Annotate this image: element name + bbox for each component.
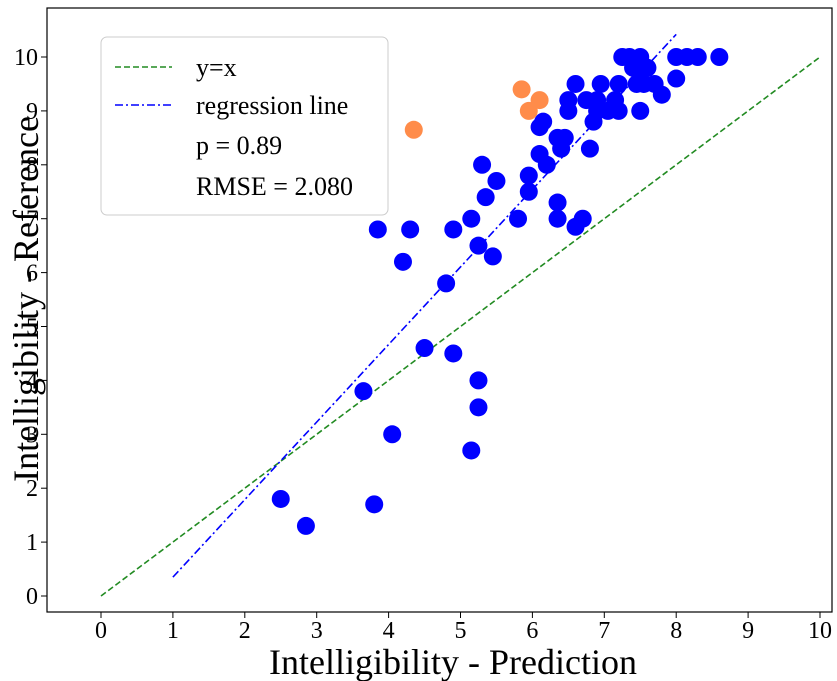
data-point [437,274,456,293]
data-point [271,489,290,508]
y-tick-label: 3 [26,422,38,448]
data-point [548,209,567,228]
legend-correlation-label: p = 0.89 [196,131,282,160]
identity-line [100,56,821,597]
data-point [354,382,373,401]
data-point [415,339,434,358]
legend-yx-label: y=x [196,53,237,82]
y-tick-label: 0 [26,584,38,610]
data-point [688,48,707,66]
point-layer [271,48,729,535]
data-point [667,69,686,88]
x-tick-label: 7 [598,618,610,644]
outlier-point [530,91,549,110]
data-point [591,74,610,93]
legend: y=x regression line p = 0.89 RMSE = 2.08… [100,36,389,216]
data-point [469,371,488,390]
y-tick-label: 6 [26,261,38,287]
data-point [476,188,495,207]
data-point [462,441,481,460]
data-point [365,495,384,514]
x-tick-label: 1 [167,618,179,644]
data-point [368,220,387,239]
data-point [444,220,463,239]
y-tick-label: 8 [26,153,38,179]
x-tick-label: 5 [455,618,467,644]
legend-rmse-label: RMSE = 2.080 [196,172,353,201]
data-point [509,209,528,228]
data-point [631,101,650,120]
legend-box [100,36,389,216]
data-point [548,193,567,212]
data-point [534,112,553,131]
data-point [473,155,492,174]
y-tick-label: 1 [26,530,38,556]
x-tick-label: 8 [670,618,682,644]
y-tick-label: 2 [26,476,38,502]
x-tick-label: 0 [95,618,107,644]
data-point [609,101,628,120]
data-point [573,209,592,228]
data-point [652,85,671,104]
y-tick-label: 10 [14,45,38,71]
x-tick-label: 10 [808,618,832,644]
data-point [296,516,315,535]
x-axis-label: Intelligibility - Prediction [269,642,637,681]
x-tick-label: 4 [383,618,395,644]
legend-regression-label: regression line [196,91,348,120]
y-tick-label: 5 [26,315,38,341]
x-tick-label: 6 [526,618,538,644]
y-axis-label: Intelligibility - Reference [6,116,46,482]
outlier-point [512,80,531,99]
data-point [609,74,628,93]
data-point [401,220,420,239]
data-point [710,48,729,66]
x-tick-label: 9 [742,618,754,644]
x-tick-label: 2 [239,618,251,644]
data-point [566,74,585,93]
data-point [559,91,578,110]
data-point [519,166,538,185]
data-point [462,209,481,228]
data-point [638,58,657,77]
data-point [555,128,574,147]
regression-line [172,33,677,578]
tick-layer: 0 1 2 3 4 5 6 7 8 9 10 0 1 2 3 4 5 6 7 8 9 10 [14,45,832,644]
data-point [519,182,538,201]
y-tick-label: 4 [26,368,38,394]
data-point [483,247,502,266]
x-tick-label: 3 [311,618,323,644]
line-layer [100,33,821,597]
data-point [383,425,402,444]
data-point [580,139,599,158]
data-point [487,171,506,190]
plot-area-frame [46,7,833,613]
y-tick-label: 9 [26,99,38,125]
data-point [469,236,488,255]
outlier-point [404,120,423,139]
data-point [469,398,488,417]
data-point [537,155,556,174]
data-point [393,252,412,271]
y-tick-label: 7 [26,207,38,233]
data-point [444,344,463,363]
